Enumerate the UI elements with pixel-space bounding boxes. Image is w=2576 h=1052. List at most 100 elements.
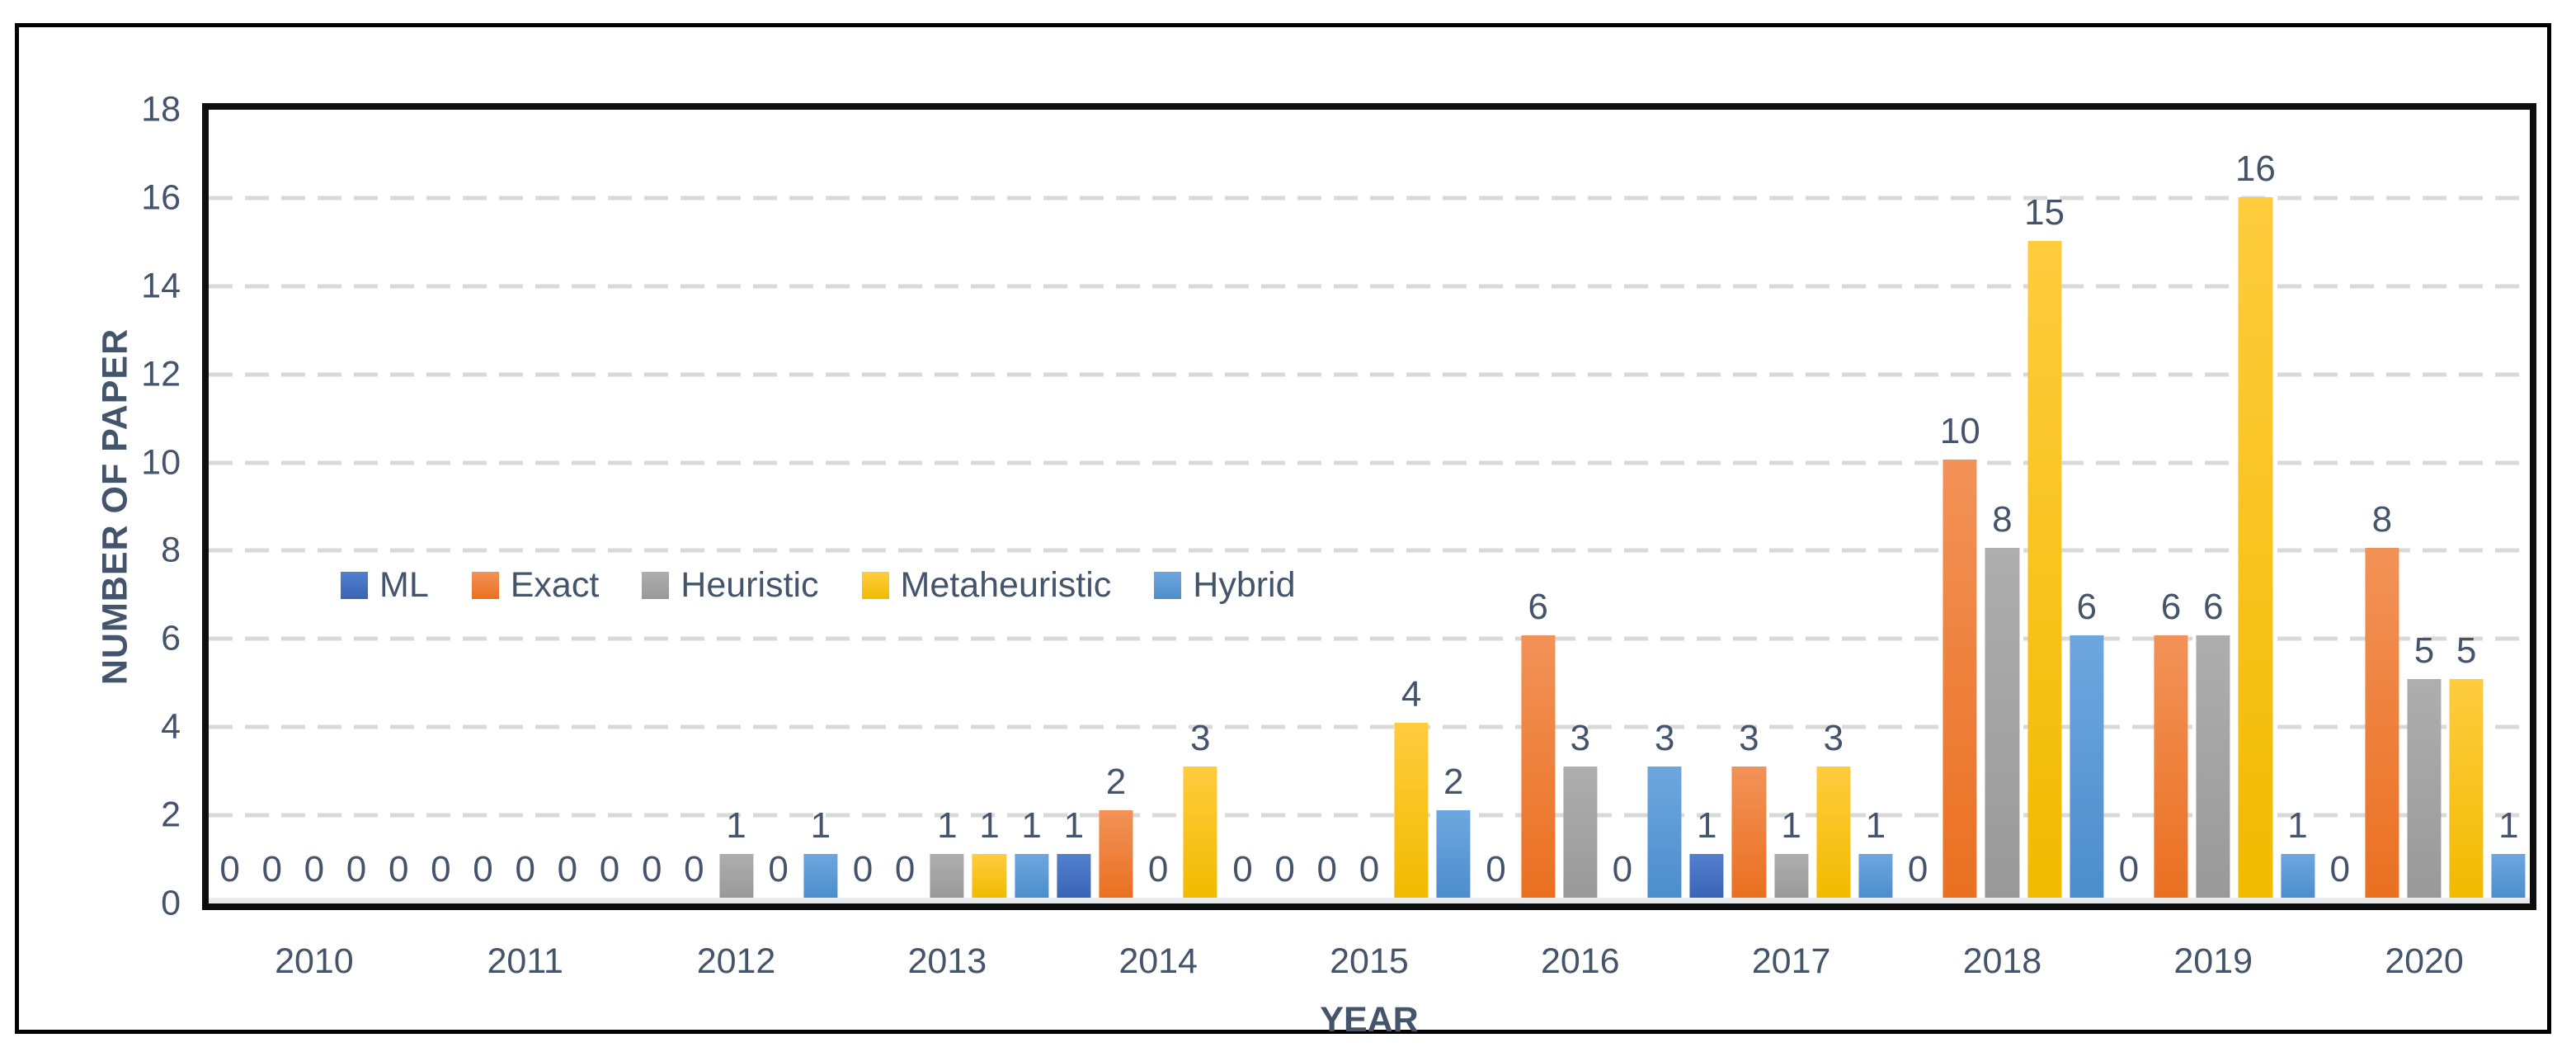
bar-label-2010-ml: 0 (219, 849, 240, 889)
bar-2017-heuristic (1774, 853, 1809, 898)
bar-label-2016-heuristic: 3 (1570, 717, 1591, 758)
bar-slot-2019-hybrid: 1 (2277, 110, 2319, 898)
bar-2018-hybrid (2070, 635, 2104, 898)
bar-2020-metaheuristic (2449, 678, 2484, 898)
bar-slot-2015-exact: 0 (1306, 110, 1348, 898)
x-tick-label-2016: 2016 (1540, 941, 1620, 981)
bar-label-2019-exact: 6 (2160, 586, 2182, 627)
bar-label-2013-exact: 0 (894, 849, 916, 889)
gridline (209, 196, 2530, 200)
legend-swatch-hybrid (1154, 572, 1182, 599)
bar-slot-2017-heuristic: 1 (1770, 110, 1812, 898)
bar-label-2015-exact: 0 (1316, 849, 1338, 889)
bar-slot-2019-heuristic: 6 (2192, 110, 2235, 898)
bar-slot-2011-heuristic: 0 (504, 110, 546, 898)
bar-slot-2014-metaheuristic: 3 (1180, 110, 1222, 898)
bar-slot-2011-exact: 0 (462, 110, 504, 898)
bar-label-2017-exact: 3 (1739, 717, 1759, 758)
bar-slot-2016-exact: 6 (1517, 110, 1559, 898)
legend-swatch-exact (471, 572, 499, 599)
bar-2020-exact (2365, 547, 2399, 898)
bar-slot-2010-ml: 0 (209, 110, 251, 898)
bar-label-2017-metaheuristic: 3 (1823, 717, 1844, 758)
bar-label-2011-heuristic: 0 (515, 849, 535, 889)
bar-2019-metaheuristic (2238, 197, 2272, 898)
legend-item-ml: ML (341, 568, 429, 603)
legend-label-hybrid: Hybrid (1193, 565, 1296, 605)
bar-slot-2017-ml: 1 (1686, 110, 1728, 898)
bar-2014-exact (1099, 809, 1133, 898)
bar-slot-2012-exact: 0 (673, 110, 715, 898)
gridline (209, 460, 2530, 465)
bar-slot-2015-metaheuristic: 4 (1391, 110, 1433, 898)
bar-label-2018-exact: 10 (1939, 411, 1980, 452)
bar-slot-2019-metaheuristic: 16 (2235, 110, 2277, 898)
bar-label-2020-ml: 0 (2329, 849, 2350, 889)
bar-label-2013-metaheuristic: 1 (979, 804, 1000, 846)
bar-slot-2013-heuristic: 1 (926, 110, 968, 898)
bar-2015-hybrid (1436, 809, 1471, 898)
bar-slot-2013-ml: 0 (841, 110, 883, 898)
bar-2012-hybrid (803, 853, 838, 898)
bar-slot-2017-exact: 3 (1728, 110, 1770, 898)
x-tick-label-2020: 2020 (2385, 941, 2464, 981)
bar-2013-metaheuristic (972, 853, 1007, 898)
y-tick-label: 18 (141, 89, 181, 130)
bar-group-2018: 0 10 8 15 6 (1897, 110, 2108, 898)
bar-slot-2018-heuristic: 8 (1981, 110, 2023, 898)
bar-label-2015-metaheuristic: 4 (1401, 673, 1422, 715)
bar-slot-2010-hybrid: 0 (378, 110, 420, 898)
bar-label-2012-heuristic: 1 (726, 804, 746, 846)
category-axis-line (209, 898, 2530, 903)
bar-label-2013-hybrid: 1 (1021, 804, 1042, 846)
bar-2020-heuristic (2407, 678, 2442, 898)
bar-slot-2014-exact: 2 (1095, 110, 1137, 898)
bar-slot-2014-ml: 1 (1053, 110, 1095, 898)
bar-label-2016-ml: 0 (1486, 849, 1506, 889)
legend-label-ml: ML (379, 565, 429, 605)
bar-2019-hybrid (2280, 853, 2315, 898)
bar-2018-heuristic (1985, 547, 2019, 898)
y-tick-label: 0 (161, 883, 181, 923)
bar-slot-2012-heuristic: 1 (715, 110, 757, 898)
bar-label-2019-heuristic: 6 (2202, 586, 2224, 627)
y-tick-label: 6 (161, 618, 181, 658)
bar-label-2014-ml: 1 (1063, 804, 1085, 846)
x-axis-tick-labels: 2010 2011 2012 2013 2014 2015 2016 2017 2018 2019… (209, 940, 2530, 983)
bar-group-2019: 0 6 6 16 1 (2107, 110, 2319, 898)
bar-slot-2012-metaheuristic: 0 (757, 110, 799, 898)
bar-label-2014-metaheuristic: 3 (1190, 717, 1211, 758)
bar-slot-2020-hybrid: 1 (2488, 110, 2530, 898)
bar-label-2016-hybrid: 3 (1654, 717, 1675, 758)
bar-label-2011-metaheuristic: 0 (557, 849, 578, 889)
x-tick-label-2012: 2012 (696, 941, 776, 981)
bar-label-2018-hybrid: 6 (2076, 586, 2097, 627)
bar-slot-2017-metaheuristic: 3 (1812, 110, 1854, 898)
x-tick-label-2019: 2019 (2173, 941, 2253, 981)
bar-label-2016-exact: 6 (1528, 586, 1548, 627)
bar-slot-2010-heuristic: 0 (293, 110, 335, 898)
bar-2019-exact (2154, 635, 2188, 898)
bar-label-2018-metaheuristic: 15 (2024, 192, 2065, 234)
bar-slot-2013-metaheuristic: 1 (968, 110, 1010, 898)
bar-label-2012-exact: 0 (684, 849, 704, 889)
x-tick-label-2013: 2013 (907, 941, 987, 981)
bar-slot-2015-heuristic: 0 (1348, 110, 1390, 898)
x-tick-label-2017: 2017 (1751, 941, 1831, 981)
bar-label-2010-hybrid: 0 (388, 849, 409, 889)
bar-label-2011-hybrid: 0 (599, 849, 620, 889)
bar-slot-2018-hybrid: 6 (2065, 110, 2107, 898)
bar-slot-2019-ml: 0 (2107, 110, 2150, 898)
bar-slot-2016-metaheuristic: 0 (1601, 110, 1643, 898)
bar-slot-2014-hybrid: 0 (1222, 110, 1264, 898)
legend-swatch-metaheuristic (861, 572, 889, 599)
bar-2016-exact (1521, 635, 1556, 898)
y-tick-label: 10 (141, 442, 181, 483)
bar-label-2011-ml: 0 (431, 849, 451, 889)
bar-2019-heuristic (2196, 635, 2230, 898)
x-axis-title: YEAR (1320, 1000, 1419, 1040)
